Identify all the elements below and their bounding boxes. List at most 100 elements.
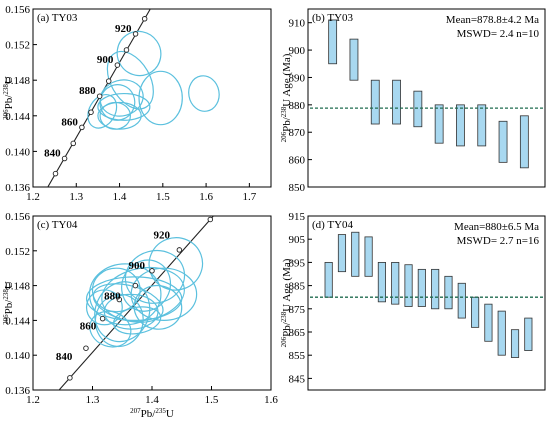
y-tick-label: 860 xyxy=(289,155,306,167)
concordia-age-label: 920 xyxy=(154,229,171,241)
concordia-age-marker xyxy=(88,109,94,115)
error-ellipse xyxy=(116,30,162,77)
error-ellipse xyxy=(85,289,123,326)
concordia-age-marker xyxy=(67,375,73,381)
age-bar xyxy=(444,275,453,310)
x-tick-label: 1.5 xyxy=(156,191,170,203)
y-axis-title: 206Pb/238U Age (Ma) xyxy=(280,53,293,142)
concordia-age-marker xyxy=(207,216,214,223)
concordia-age-label: 860 xyxy=(61,116,78,128)
x-tick-label: 1.3 xyxy=(86,394,100,406)
panel-d: 845 855 865 875 885 895 905 915 (d) TY04 Mean=880… xyxy=(280,211,546,391)
concordia-age-label: 840 xyxy=(44,148,61,160)
x-tick-label: 1.7 xyxy=(242,191,256,203)
panel-b: 850 860 870 880 890 900 910 (b) TY03 Mean=878.8±… xyxy=(280,8,546,194)
concordia-age-label: 860 xyxy=(80,321,97,333)
age-bar xyxy=(456,104,465,147)
panel-label: (b) TY03 xyxy=(312,12,354,24)
error-ellipse xyxy=(133,284,183,330)
y-tick-label: 905 xyxy=(289,234,306,246)
y-tick-label: 0.140 xyxy=(5,146,30,158)
y-tick-label: 890 xyxy=(289,72,306,84)
y-tick-label: 900 xyxy=(289,45,306,57)
concordia-age-marker xyxy=(149,268,155,274)
concordia-age-marker xyxy=(79,124,85,131)
y-tick-label: 0.136 xyxy=(5,182,30,194)
y-tick-label: 875 xyxy=(289,304,306,316)
plot-frame xyxy=(307,8,546,188)
age-bar xyxy=(324,261,333,298)
age-bar xyxy=(431,268,440,310)
concordia-age-marker xyxy=(96,93,103,99)
concordia-age-label: 900 xyxy=(97,54,114,66)
x-tick-label: 1.6 xyxy=(264,394,278,406)
y-tick-label: 915 xyxy=(289,211,306,223)
error-ellipse xyxy=(89,310,132,348)
y-tick-label: 855 xyxy=(289,350,306,362)
age-bar xyxy=(434,104,444,144)
concordia-age-label: 840 xyxy=(56,351,73,363)
age-bar xyxy=(498,120,508,163)
x-tick-label: 1.6 xyxy=(199,191,213,203)
panel-label: (c) TY04 xyxy=(37,219,78,231)
age-bar xyxy=(404,264,413,307)
error-ellipse xyxy=(99,79,144,117)
age-bar xyxy=(391,261,400,305)
age-bar xyxy=(497,310,506,356)
error-ellipse xyxy=(188,75,220,112)
concordia-age-marker xyxy=(116,296,123,303)
mean-text: Mean=880±6.5 Ma xyxy=(454,221,539,233)
age-bar xyxy=(519,115,529,169)
age-bar xyxy=(328,19,338,65)
error-ellipse xyxy=(85,276,183,321)
y-axis-title: 206Pb/238U xyxy=(2,281,15,325)
age-bar xyxy=(524,317,533,351)
panel-label: (a) TY03 xyxy=(37,12,78,24)
plot-frame xyxy=(32,8,272,188)
concordia-age-label: 880 xyxy=(104,290,121,302)
y-tick-label: 0.140 xyxy=(5,350,30,362)
error-ellipse xyxy=(91,267,141,313)
y-tick-label: 0.156 xyxy=(5,4,30,16)
concordia-age-marker xyxy=(176,247,183,253)
y-tick-label: 910 xyxy=(289,18,306,30)
concordia-age-marker xyxy=(70,140,76,147)
x-tick-label: 1.2 xyxy=(26,191,40,203)
error-ellipse xyxy=(138,70,183,126)
error-ellipse xyxy=(87,94,118,129)
age-bar xyxy=(370,79,380,125)
age-bar xyxy=(477,104,487,147)
x-tick-label: 1.3 xyxy=(69,191,83,203)
mswd-text: MSWD= 2.4 n=10 xyxy=(457,28,540,40)
error-ellipse xyxy=(97,92,151,121)
x-tick-label: 1.5 xyxy=(205,394,219,406)
concordia-age-marker xyxy=(114,62,121,68)
y-tick-label: 870 xyxy=(289,127,306,139)
concordia-age-marker xyxy=(141,16,148,22)
mswd-text: MSWD= 2.7 n=16 xyxy=(457,235,540,247)
x-tick-label: 1.4 xyxy=(145,394,159,406)
x-tick-label: 1.4 xyxy=(113,191,127,203)
error-ellipse xyxy=(99,101,131,130)
y-tick-label: 0.152 xyxy=(5,246,30,258)
y-tick-label: 0.148 xyxy=(5,75,30,87)
error-ellipse xyxy=(130,267,198,321)
error-ellipse xyxy=(112,306,162,335)
age-bar xyxy=(413,90,423,128)
y-tick-label: 850 xyxy=(289,182,306,194)
concordia-age-marker xyxy=(123,47,130,53)
concordia-age-marker xyxy=(52,170,59,177)
y-tick-label: 0.156 xyxy=(5,211,30,223)
y-tick-label: 845 xyxy=(289,373,306,385)
concordia-age-marker xyxy=(83,345,89,351)
age-bar xyxy=(337,234,347,273)
age-bar xyxy=(484,303,493,342)
age-bar xyxy=(510,329,520,358)
concordia-age-marker xyxy=(61,155,68,162)
age-bar xyxy=(457,282,466,319)
y-tick-label: 0.144 xyxy=(5,315,30,327)
age-bar xyxy=(377,261,386,303)
concordia-age-label: 880 xyxy=(79,85,96,97)
x-axis-title: 207Pb/235U xyxy=(130,407,174,420)
y-tick-label: 0.148 xyxy=(5,281,30,293)
